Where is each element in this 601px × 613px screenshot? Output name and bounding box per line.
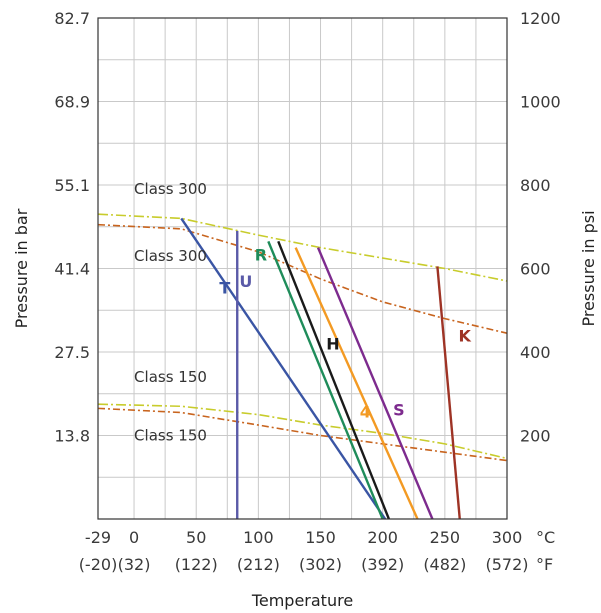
x-axis-title: Temperature: [251, 591, 353, 610]
class-label: Class 150: [134, 368, 207, 386]
rating-line-class-150-orange: [97, 407, 508, 462]
x-unit-fahrenheit: °F: [536, 555, 553, 574]
series-label-u: U: [239, 272, 252, 291]
y-tick-label-right: 600: [520, 260, 551, 279]
line-labels: Class 300 Class 300 Class 150 Class 150 T UR H…: [134, 180, 471, 444]
y-tick-label-left: 55.1: [54, 176, 90, 195]
class-label: Class 150: [134, 427, 207, 445]
x-tick-label-fahrenheit: (212): [237, 555, 280, 574]
y-tick-label-left: 41.4: [54, 260, 90, 279]
y-tick-label-right: 400: [520, 343, 551, 362]
series-label-s: S: [393, 401, 405, 420]
y-tick-label-left: 13.8: [54, 427, 90, 446]
x-tick-label-celsius: 150: [305, 528, 336, 547]
series-line-h: [277, 240, 391, 520]
y-tick-label-left: 68.9: [54, 93, 90, 112]
x-tick-label-celsius: 50: [186, 528, 206, 547]
x-tick-label-fahrenheit: (32): [118, 555, 151, 574]
tick-labels: 13.827.541.455.168.982.72004006008001000…: [54, 9, 560, 574]
series-label-t: T: [219, 278, 230, 297]
x-tick-label-fahrenheit: (122): [175, 555, 218, 574]
y-tick-label-left: 82.7: [54, 9, 90, 28]
x-tick-label-celsius: 300: [492, 528, 523, 547]
class-label: Class 300: [134, 247, 207, 265]
series-label-r: R: [255, 246, 267, 265]
y-tick-label-right: 800: [520, 176, 551, 195]
series-line-r: [267, 240, 384, 520]
x-tick-label-fahrenheit: (302): [299, 555, 342, 574]
series-label-h: H: [326, 335, 339, 354]
y-tick-label-right: 1200: [520, 9, 561, 28]
x-tick-label-celsius: 100: [243, 528, 274, 547]
class-label: Class 300: [134, 180, 207, 198]
series-label-k: K: [459, 326, 472, 345]
rating-line-class-300-orange: [97, 223, 508, 334]
x-tick-label-celsius: -29: [85, 528, 111, 547]
series-line-4: [294, 247, 419, 520]
series-lines: [180, 217, 461, 520]
y-tick-label-right: 1000: [520, 93, 561, 112]
rating-line-class-300-yellow: [97, 213, 508, 282]
x-tick-label-fahrenheit: (482): [423, 555, 466, 574]
x-tick-label-fahrenheit: (-20): [79, 555, 118, 574]
y-axis-left-title: Pressure in bar: [12, 208, 31, 328]
x-tick-label-celsius: 250: [430, 528, 461, 547]
x-tick-label-fahrenheit: (392): [361, 555, 404, 574]
x-tick-label-celsius: 0: [129, 528, 139, 547]
y-tick-label-left: 27.5: [54, 343, 90, 362]
y-axis-right-title: Pressure in psi: [579, 210, 598, 326]
series-line-s: [316, 247, 434, 520]
series-line-t: [180, 217, 387, 520]
plot-frame: [97, 17, 508, 520]
series-line-k: [436, 266, 461, 520]
x-unit-celsius: °C: [536, 528, 555, 547]
y-tick-label-right: 200: [520, 427, 551, 446]
series-label-4: 4: [360, 402, 371, 421]
x-tick-label-celsius: 200: [367, 528, 398, 547]
x-tick-label-fahrenheit: (572): [485, 555, 528, 574]
